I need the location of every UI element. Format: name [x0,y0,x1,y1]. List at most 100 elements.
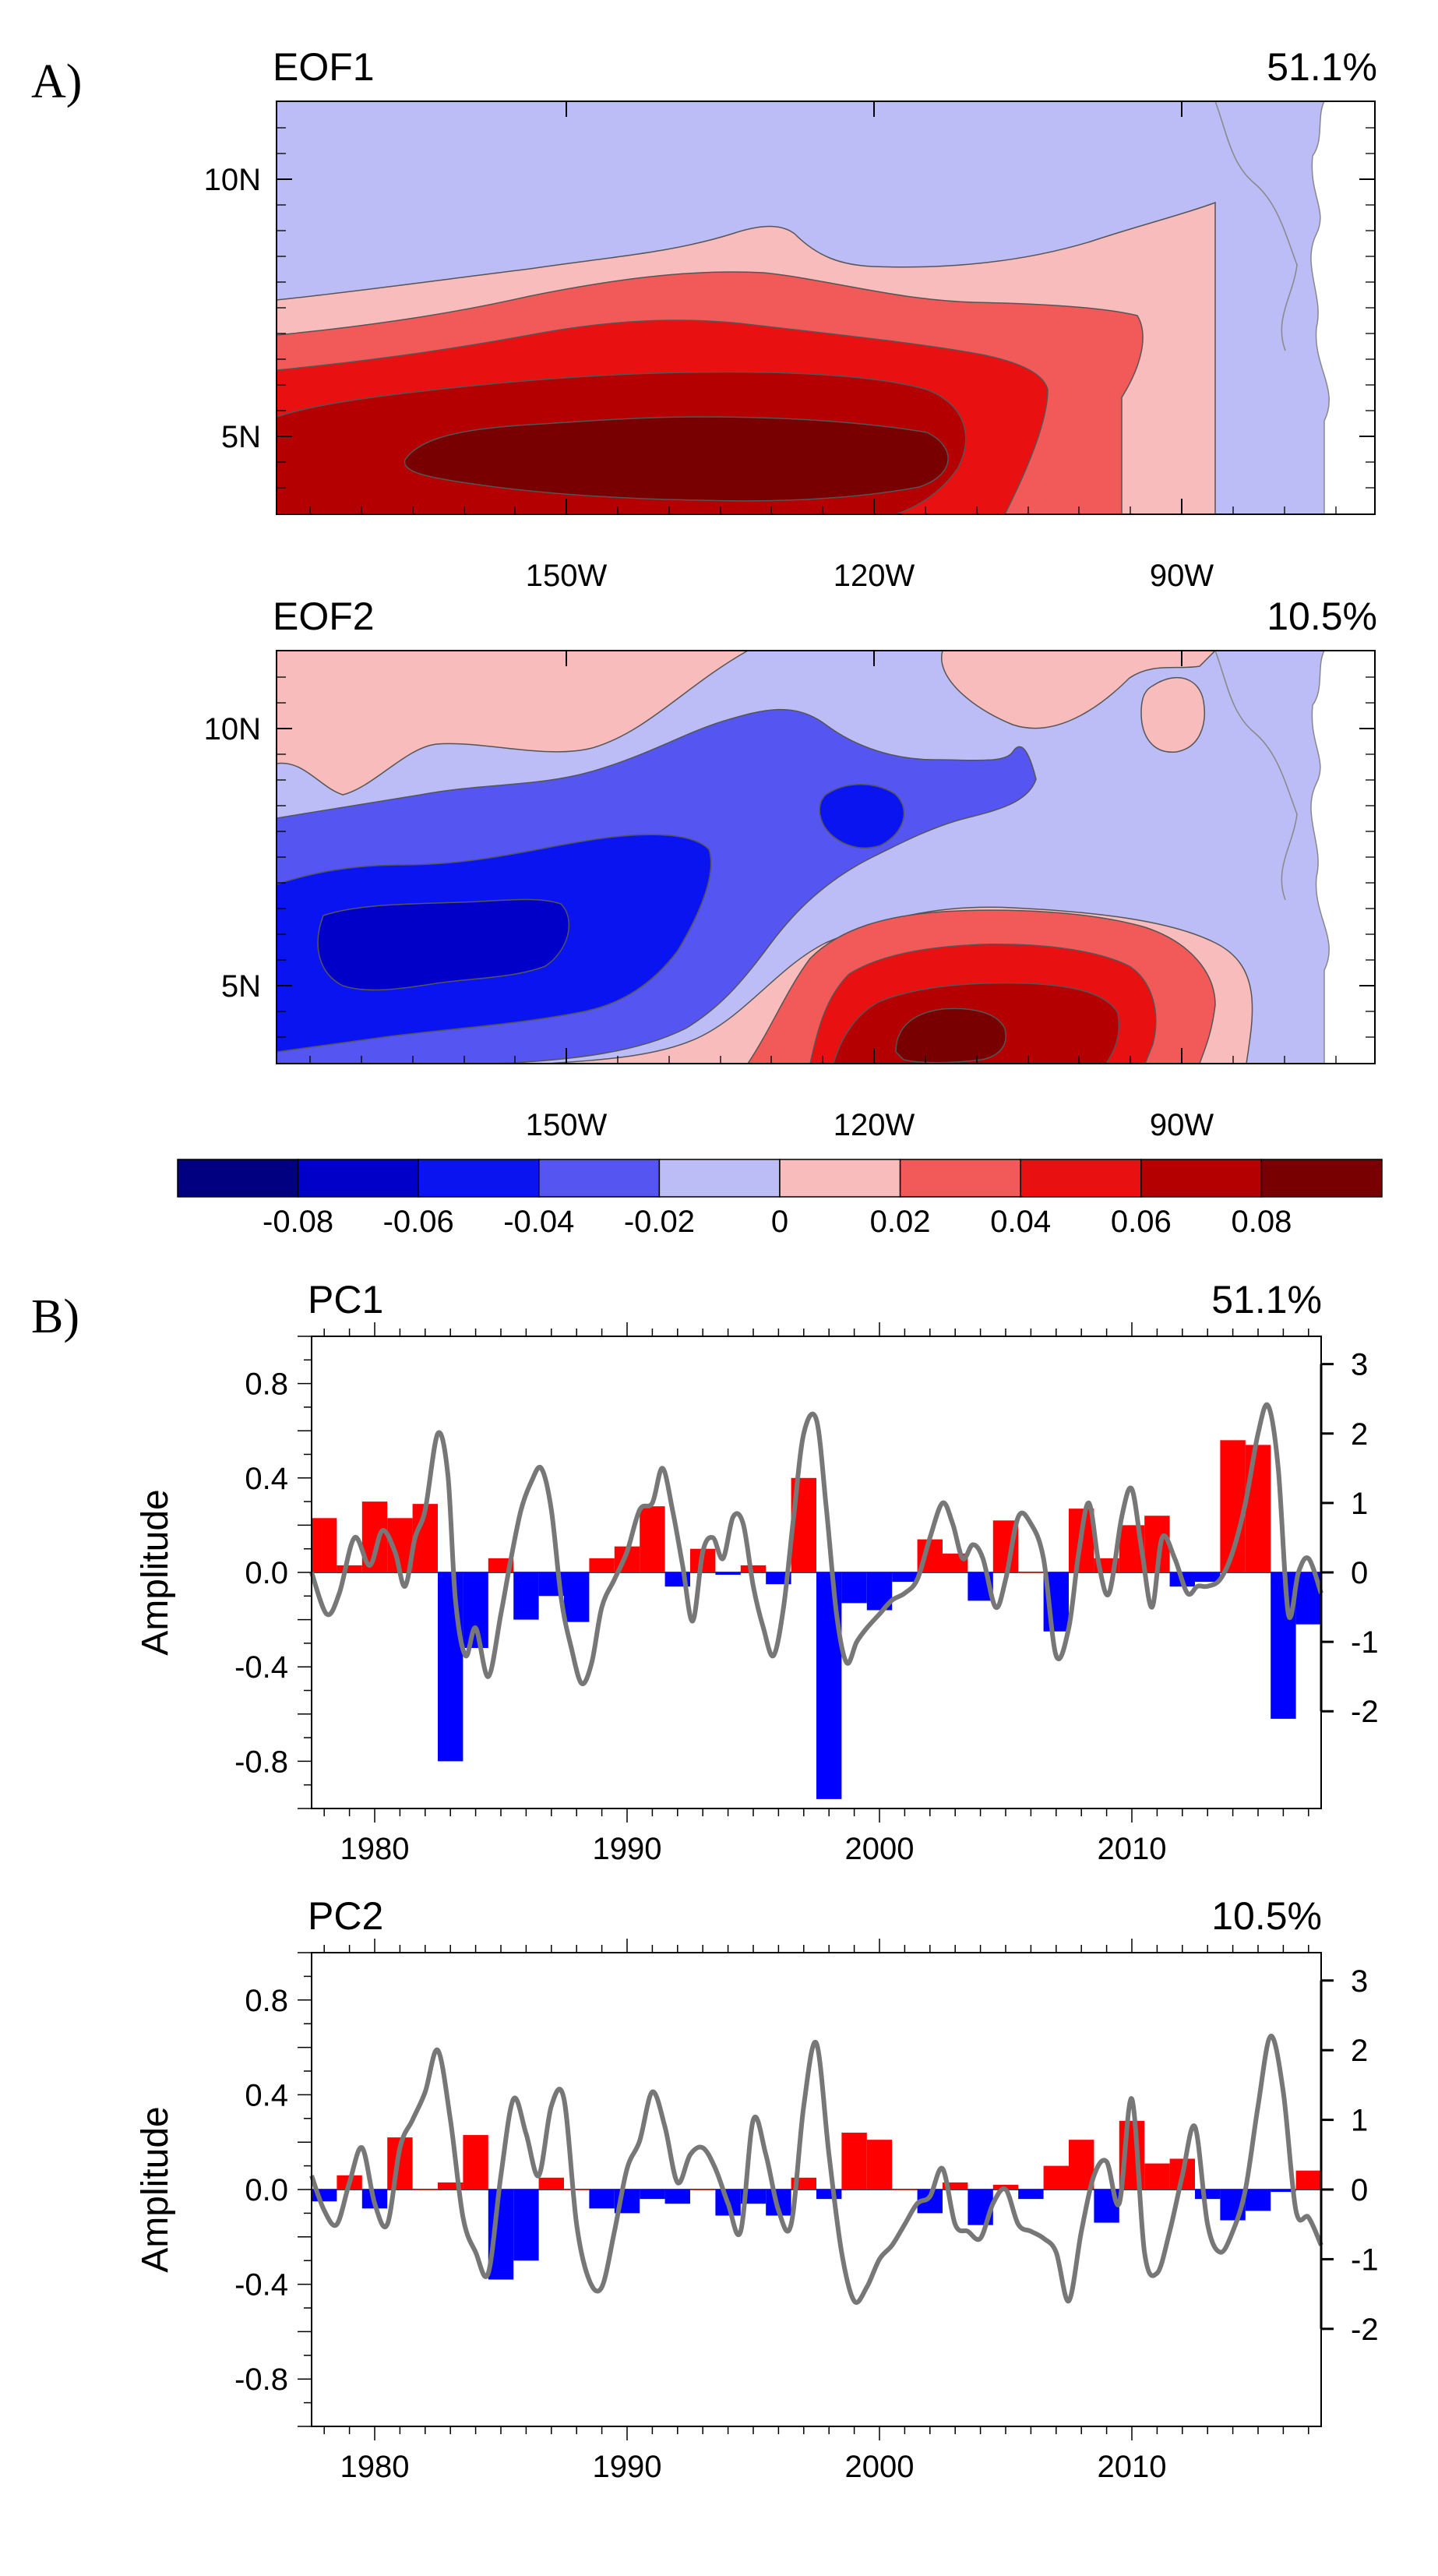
pc2-ytick-label: 0.0 [245,2173,288,2207]
eof2-map: EOF2 10.5% [204,595,1377,1142]
eof2-ytick-5n: 5N [221,969,261,1004]
pc2-chart: PC2 10.5% Amplitude 0.8 0.4 0.0 -0.4 -0.8 3 2 1… [135,1894,1379,2484]
eof1-land [1310,101,1376,515]
pc1-bar [438,1572,463,1762]
eof2-variance: 10.5% [1267,595,1377,638]
pc2-y2tick-label: 1 [1351,2104,1368,2138]
eof2-region-4 [317,898,570,991]
colorbar-swatch [1260,1159,1383,1198]
pc1-chart: PC1 51.1% Amplitude 0.8 0.4 0.0 -0.4 -0.8 3 2 1… [135,1278,1379,1866]
colorbar-swatch [658,1159,781,1198]
eof1-region-5 [404,416,949,502]
eof1-xtick-120w: 120W [834,559,915,593]
colorbar-swatch [297,1159,419,1198]
pc1-y2tick-label: 3 [1351,1348,1368,1382]
pc1-ylabel: Amplitude [135,1489,176,1655]
pc2-bar [1144,2163,1170,2190]
pc2-variance: 10.5% [1211,1894,1322,1938]
pc2-y2tick-label: -2 [1351,2313,1379,2347]
eof1-contours [277,101,1375,514]
pc1-bar [463,1572,488,1648]
eof2-coast-detail [1214,650,1298,901]
pc2-bar [1069,2140,1094,2190]
pc2-bar [1295,2170,1321,2190]
colorbar-label: -0.02 [624,1205,695,1239]
pc1-bar [312,1518,337,1572]
pc2-title: PC2 [308,1894,383,1938]
pc2-index-line [309,2034,1323,2305]
pc2-ytick-label: -0.8 [234,2363,288,2397]
pc2-xtick-label: 2010 [1098,2450,1167,2484]
eof2-contours [277,651,1375,1064]
pc2-ytick-label: 0.8 [245,1984,288,2018]
pc1-xtick-label: 2010 [1098,1832,1167,1866]
pc1-bar [892,1572,918,1583]
panel-label-a: A) [31,55,82,108]
pc1-index-line [309,1402,1323,1686]
eof2-ytick-10n: 10N [204,712,261,746]
colorbar-swatch [538,1159,661,1198]
pc2-bar [866,2140,893,2190]
pc2-bar [816,2190,842,2200]
colorbar-swatch [779,1159,901,1198]
pc1-y2tick-label: 0 [1351,1556,1368,1590]
colorbar-swatch [177,1159,299,1198]
pc1-bar [337,1565,362,1572]
colorbar-swatch [1140,1159,1263,1198]
pc1-y2tick-label: 2 [1351,1417,1368,1452]
eof2-title: EOF2 [273,595,375,638]
pc1-xtick-label: 2000 [845,1832,915,1866]
pc1-variance: 51.1% [1211,1278,1322,1322]
pc2-y2tick-label: 3 [1351,1964,1368,1999]
eof2-minor-ticks [277,676,1375,1064]
pc1-bar [1245,1445,1271,1572]
pc2-bar [640,2190,665,2200]
eof1-variance: 51.1% [1267,45,1377,89]
colorbar: -0.08 -0.06 -0.04 -0.02 0 0.02 0.04 0.06 0.08 [177,1159,1383,1239]
pc2-xtick-label: 1980 [340,2450,410,2484]
pc2-bar [1018,2190,1044,2200]
colorbar-label: 0 [771,1205,788,1239]
pc2-bar [463,2135,488,2190]
pc2-bar [589,2190,615,2209]
eof1-coast-detail [1214,101,1298,351]
colorbar-label: 0.04 [990,1205,1051,1239]
pc2-bar [841,2133,867,2190]
pc2-ytick-label: 0.4 [245,2078,288,2112]
pc1-ytick-label: -0.4 [234,1650,288,1685]
pc1-bar [640,1506,665,1572]
eof2-frame [276,650,1376,1064]
pc1-bar [589,1558,615,1572]
pc1-y2tick-label: -1 [1351,1625,1379,1660]
pc1-bar [564,1572,590,1622]
pc1-ytick-label: 0.0 [245,1556,288,1590]
pc1-bar [715,1572,741,1576]
colorbar-label: 0.06 [1111,1205,1172,1239]
eof2-blue-pocket [819,784,904,849]
pc2-y2tick-label: 2 [1351,2034,1368,2068]
pc1-xtick-label: 1980 [340,1832,410,1866]
eof1-title: EOF1 [273,45,375,89]
colorbar-label: 0.08 [1231,1205,1292,1239]
pc1-bar [740,1565,767,1572]
pc2-bar [513,2190,539,2261]
pc1-ytick-label: -0.8 [234,1745,288,1779]
eof1-ytick-5n: 5N [221,420,261,454]
eof2-east-pocket [1140,677,1205,753]
colorbar-label: -0.04 [503,1205,574,1239]
eof1-map: EOF1 51.1% [204,45,1377,593]
eof2-xtick-120w: 120W [834,1108,915,1142]
pc2-y2tick-label: 0 [1351,2173,1368,2207]
pc2-bar [943,2182,968,2190]
pc2-ylabel: Amplitude [135,2106,176,2272]
pc1-bar [1271,1572,1296,1719]
pc2-bar [1043,2165,1069,2190]
pc2-bar [1195,2190,1221,2200]
pc2-ytick-label: -0.4 [234,2268,288,2303]
pc2-y2tick-label: -1 [1351,2243,1379,2277]
eof2-xtick-90w: 90W [1150,1108,1214,1142]
pc1-bar [1195,1572,1221,1583]
pc1-bar [841,1572,867,1604]
pc1-xtick-label: 1990 [593,1832,662,1866]
